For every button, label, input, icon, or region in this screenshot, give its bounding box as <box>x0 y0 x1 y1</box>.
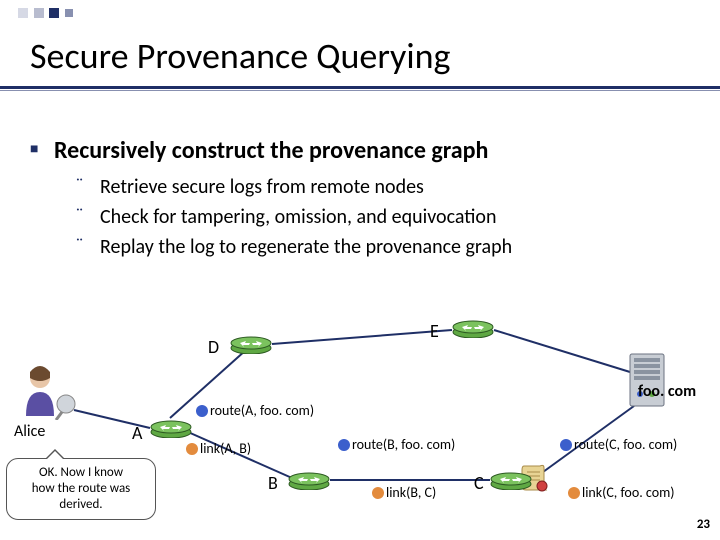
edge-label-3: link(B, C) <box>386 484 436 501</box>
header-decor <box>0 0 720 28</box>
router-label-b: B <box>268 472 278 494</box>
edge-label-2: route(B, foo. com) <box>352 436 455 453</box>
speech-line-3: derived. <box>59 497 102 512</box>
router-label-e: E <box>430 320 439 342</box>
router-label-d: D <box>208 336 219 358</box>
edge-dot-0 <box>196 405 208 417</box>
main-bullet: Recursively construct the provenance gra… <box>54 136 488 165</box>
title-rule-thick <box>0 86 720 89</box>
speech-line-1: OK. Now I know <box>39 465 123 480</box>
edge-dot-2 <box>338 439 350 451</box>
page-number: 23 <box>697 517 710 532</box>
edge-dot-3 <box>372 487 384 499</box>
decor-squares <box>18 4 75 23</box>
title-rule-thin <box>0 90 720 91</box>
sub-bullet-1: Retrieve secure logs from remote nodes <box>100 172 512 202</box>
edge-label-1: link(A, B) <box>200 440 251 457</box>
page-title: Secure Provenance Querying <box>30 34 450 78</box>
server-icon <box>628 350 666 410</box>
alice-label: Alice <box>14 422 45 441</box>
sub-bullet-3: Replay the log to regenerate the provena… <box>100 232 512 262</box>
edge-label-4: route(C, foo. com) <box>574 436 677 453</box>
router-d <box>230 334 272 354</box>
edge-dot-1 <box>186 443 198 455</box>
network-diagram: Alice OK. Now I know how the route was d… <box>0 290 720 520</box>
router-c <box>490 470 532 490</box>
sub-bullet-list: Retrieve secure logs from remote nodes C… <box>100 172 512 262</box>
speech-line-2: how the route was <box>32 481 131 496</box>
edge-dot-4 <box>560 439 572 451</box>
alice-speech-bubble: OK. Now I know how the route was derived… <box>6 458 156 520</box>
edge-label-5: link(C, foo. com) <box>582 484 675 501</box>
router-label-a: A <box>132 422 142 444</box>
server-label: foo. com <box>638 382 696 401</box>
router-b <box>288 470 330 490</box>
edge-dot-5 <box>568 487 580 499</box>
alice-icon <box>18 364 78 420</box>
router-a <box>150 418 192 438</box>
sub-bullet-2: Check for tampering, omission, and equiv… <box>100 202 512 232</box>
router-e <box>452 318 494 338</box>
router-label-c: C <box>474 472 484 494</box>
edge-label-0: route(A, foo. com) <box>210 402 314 419</box>
